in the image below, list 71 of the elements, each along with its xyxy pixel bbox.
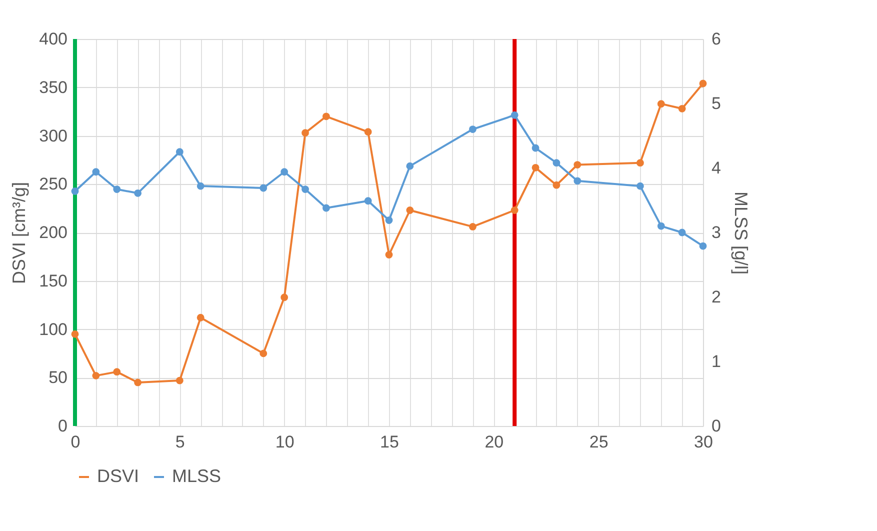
legend-label: DSVI (97, 466, 140, 486)
legend-label: MLSS (172, 466, 222, 486)
point (92, 372, 100, 380)
x-tick-label: 5 (175, 432, 185, 452)
x-tick-label: 25 (589, 432, 608, 452)
point (302, 186, 309, 193)
point (636, 182, 644, 190)
point (678, 228, 686, 236)
y2-tick-label: 6 (712, 30, 721, 48)
point (406, 206, 414, 214)
y2-axis-title: MLSS [g/l] (730, 191, 751, 275)
point (510, 206, 518, 214)
y-tick-label: 300 (39, 126, 68, 146)
point (678, 104, 686, 112)
point (134, 378, 142, 386)
x-tick-label: 30 (694, 432, 713, 452)
point (113, 368, 121, 376)
point (552, 181, 560, 189)
point (406, 162, 414, 170)
y-tick-label: 200 (39, 223, 68, 242)
point (302, 129, 309, 137)
y-tick-label: 350 (39, 78, 68, 97)
x-tick-label: 20 (484, 432, 504, 452)
y-tick-label: 50 (48, 368, 68, 388)
point (699, 242, 707, 250)
x-tick-label: 10 (275, 432, 294, 452)
y-axis-title: DSVI [cm³/g] (9, 182, 30, 284)
point (113, 186, 121, 193)
y2-tick-label: 1 (712, 352, 721, 371)
y2-tick-label: 5 (712, 94, 721, 113)
point (657, 100, 665, 108)
point (176, 148, 184, 156)
point (364, 197, 372, 205)
y-tick-label: 0 (58, 416, 68, 436)
point (636, 159, 644, 167)
point (71, 330, 79, 338)
point (364, 128, 372, 136)
point (260, 350, 268, 358)
point (469, 222, 476, 230)
point (280, 294, 288, 302)
y-tick-label: 100 (39, 320, 68, 339)
point (574, 161, 582, 168)
point (92, 168, 100, 176)
x-tick-label: 15 (380, 432, 399, 452)
y2-tick-label: 2 (712, 288, 721, 306)
point (532, 164, 540, 172)
point (574, 177, 582, 185)
y-tick-label: 250 (39, 174, 68, 194)
point (196, 182, 204, 190)
y2-tick-label: 3 (712, 223, 721, 242)
y2-tick-label: 4 (712, 158, 721, 178)
point (552, 159, 560, 167)
point (385, 216, 393, 224)
y-tick-label: 400 (39, 30, 68, 48)
point (385, 251, 393, 258)
point (699, 80, 707, 88)
point (71, 188, 79, 195)
point (657, 222, 665, 230)
point (260, 184, 268, 192)
point (322, 204, 330, 212)
x-tick-label: 0 (70, 432, 80, 452)
point (322, 112, 330, 120)
point (134, 189, 142, 197)
point (532, 144, 540, 152)
point (510, 111, 518, 119)
point (469, 126, 476, 133)
point (280, 168, 288, 176)
y-tick-label: 150 (39, 271, 68, 290)
point (176, 376, 184, 384)
y2-tick-label: 0 (712, 416, 721, 436)
point (196, 314, 204, 322)
